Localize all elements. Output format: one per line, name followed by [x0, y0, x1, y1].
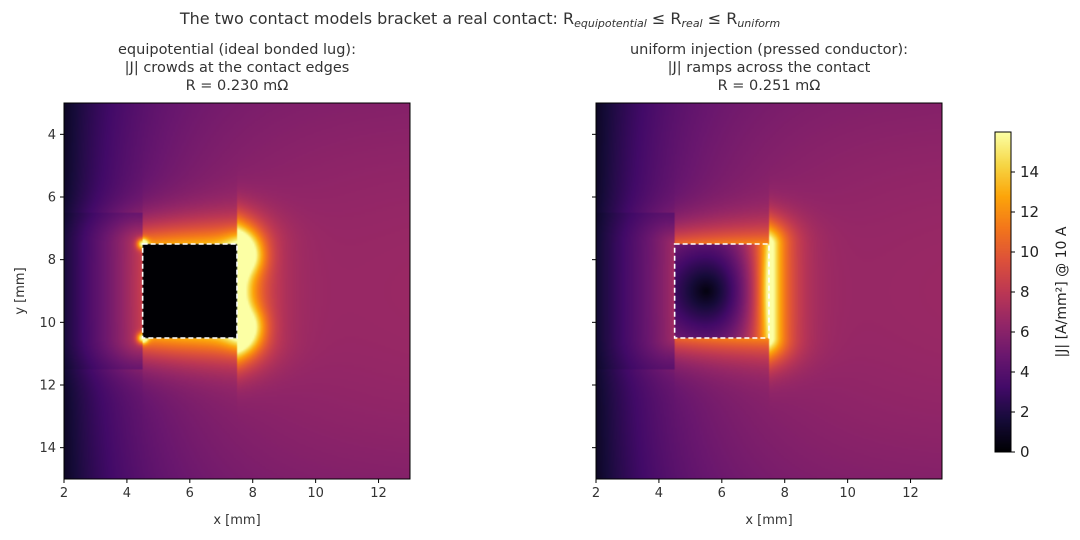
y-tick-label: 12: [39, 379, 56, 394]
y-tick-label: 4: [48, 128, 56, 143]
x-tick-label: 10: [307, 486, 324, 501]
heatmap-image: [596, 103, 942, 479]
x-tick-label: 2: [60, 486, 68, 501]
x-tick-label: 8: [781, 486, 789, 501]
panel-title-line: equipotential (ideal bonded lug):: [118, 42, 356, 58]
contact-outline: [673, 243, 770, 339]
y-tick-label: 6: [48, 191, 56, 206]
colorbar-tick-label: 6: [1020, 323, 1030, 341]
x-tick-label: 4: [655, 486, 663, 501]
panel-title-line: R = 0.251 mΩ: [718, 78, 821, 94]
y-tick-label: 8: [48, 253, 56, 268]
colorbar-tick-label: 0: [1020, 443, 1030, 461]
y-tick-label: 10: [39, 316, 56, 331]
figure-title: The two contact models bracket a real co…: [179, 9, 781, 30]
panel-title-line: |J| crowds at the contact edges: [125, 60, 350, 76]
plot-frame: [595, 102, 943, 480]
plot-frame: [63, 102, 411, 480]
colorbar-tick-label: 4: [1020, 363, 1030, 381]
panel-title-line: uniform injection (pressed conductor):: [630, 42, 908, 58]
x-axis-label: x [mm]: [745, 513, 792, 528]
colorbar-gradient: [995, 132, 1011, 452]
x-tick-label: 10: [839, 486, 856, 501]
panel-equipotential: 2 4 6 8 10 12 4 6 8 10 12 14 x [mm] y [mm] equipotenti…: [13, 42, 411, 528]
x-tick-label: 6: [718, 486, 726, 501]
colorbar-tick-label: 14: [1020, 163, 1039, 181]
y-tick-label: 14: [39, 441, 56, 456]
contact-outline: [141, 243, 238, 339]
x-tick-label: 12: [902, 486, 919, 501]
panel-uniform: 2 4 6 8 10 12 x [mm] uniform injection (pressed…: [592, 42, 943, 528]
colorbar-tick-label: 12: [1020, 203, 1039, 221]
x-tick-label: 8: [249, 486, 257, 501]
y-axis-label: y [mm]: [13, 267, 28, 314]
x-tick-label: 12: [370, 486, 387, 501]
colorbar-tick-label: 2: [1020, 403, 1030, 421]
x-tick-label: 4: [123, 486, 131, 501]
colorbar-tick-label: 10: [1020, 243, 1039, 261]
x-tick-label: 2: [592, 486, 600, 501]
colorbar: 0 2 4 6 8 10 12 14 |J| [A/mm²] @ 10 A: [994, 131, 1070, 461]
heatmap-image: [64, 103, 410, 479]
x-tick-label: 6: [186, 486, 194, 501]
panel-title-line: R = 0.230 mΩ: [186, 78, 289, 94]
panel-title-line: |J| ramps across the contact: [668, 60, 871, 76]
colorbar-label: |J| [A/mm²] @ 10 A: [1054, 226, 1070, 357]
x-axis-label: x [mm]: [213, 513, 260, 528]
colorbar-tick-label: 8: [1020, 283, 1030, 301]
